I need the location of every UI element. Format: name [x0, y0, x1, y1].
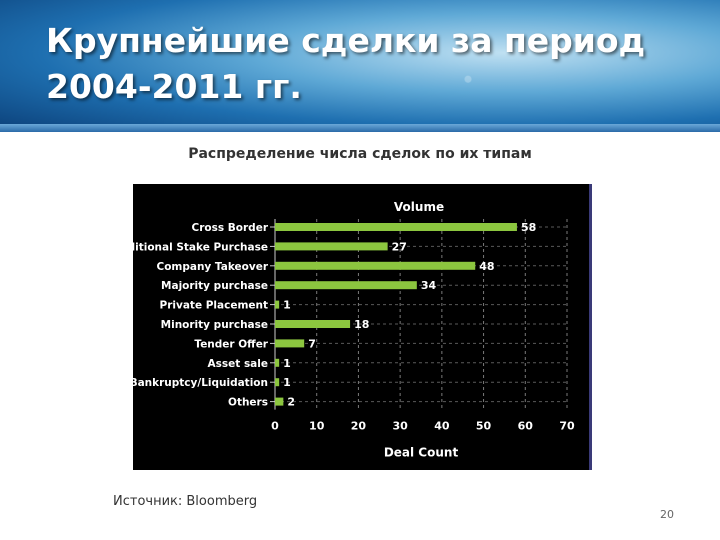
- bar: [275, 223, 517, 231]
- x-axis-label: Deal Count: [384, 446, 459, 460]
- category-label: Cross Border: [192, 222, 269, 234]
- bar: [275, 339, 305, 348]
- slide-title: Крупнейшие сделки за период 2004-2011 гг…: [46, 21, 646, 106]
- category-label: Company Takeover: [156, 261, 268, 273]
- bar: [275, 300, 280, 309]
- bar: [275, 261, 476, 270]
- category-label: Others: [228, 397, 268, 409]
- chart-title: Volume: [394, 200, 444, 214]
- bar-value-label: 18: [354, 318, 369, 331]
- category-label: Additional Stake Purchase: [133, 241, 268, 253]
- page-number: 20: [660, 508, 674, 521]
- bar: [275, 242, 388, 251]
- category-label: Majority purchase: [161, 280, 268, 292]
- bar-chart: Volume Cross Border 58 Additional Stake Pur…: [133, 184, 592, 470]
- bar: [275, 320, 351, 328]
- category-label: Asset sale: [208, 358, 268, 370]
- x-tick-label: 30: [392, 420, 408, 433]
- bar-value-label: 58: [521, 221, 536, 234]
- source-note: Источник: Bloomberg: [113, 494, 258, 509]
- x-tick-label: 50: [476, 420, 492, 433]
- bar: [275, 378, 280, 387]
- category-label: Tender Offer: [194, 338, 268, 350]
- bar-value-label: 7: [308, 337, 316, 350]
- bar: [275, 358, 280, 367]
- bar-value-label: 2: [287, 396, 295, 409]
- x-tick-label: 10: [309, 420, 325, 433]
- bar-value-label: 48: [479, 260, 494, 273]
- header-banner: Крупнейшие сделки за период 2004-2011 гг…: [0, 0, 720, 132]
- x-tick-label: 60: [518, 420, 534, 433]
- bar: [275, 397, 284, 406]
- bar: [275, 281, 417, 290]
- x-tick-label: 20: [351, 420, 367, 433]
- slide-subtitle: Распределение числа сделок по их типам: [188, 146, 532, 162]
- bar-value-label: 1: [283, 357, 291, 370]
- x-tick-label: 40: [434, 420, 450, 433]
- chart-svg: Volume Cross Border 58 Additional Stake Pur…: [133, 200, 575, 460]
- x-tick-label: 70: [559, 420, 575, 433]
- bar-value-label: 1: [283, 376, 291, 389]
- x-tick-label: 0: [271, 420, 279, 433]
- bar-value-label: 1: [283, 299, 291, 312]
- category-label: Minority purchase: [161, 319, 268, 331]
- category-label: Private Placement: [160, 300, 268, 312]
- category-label: Bankruptcy/Liquidation: [133, 377, 268, 389]
- bar-value-label: 34: [421, 279, 437, 292]
- bar-value-label: 27: [392, 240, 407, 253]
